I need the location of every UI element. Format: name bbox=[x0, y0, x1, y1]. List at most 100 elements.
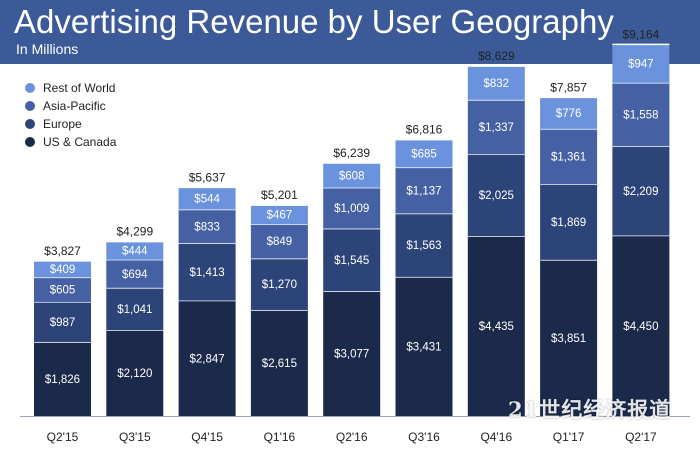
segment-label-2-5: $1,137 bbox=[406, 185, 441, 197]
total-label-1: $4,299 bbox=[116, 225, 153, 239]
bar-segment-europe-1 bbox=[106, 287, 164, 331]
segment-label-2-2: $833 bbox=[194, 221, 220, 233]
segment-label-0-1: $2,120 bbox=[117, 368, 152, 380]
x-tick-label-4: Q2'16 bbox=[336, 430, 368, 444]
legend-marker-europe bbox=[25, 119, 35, 129]
bar-segment-asia-pacific-4 bbox=[323, 187, 381, 229]
bar-segment-asia-pacific-0 bbox=[34, 277, 91, 302]
total-label-3: $5,201 bbox=[261, 188, 298, 202]
bar-segment-asia-pacific-3 bbox=[250, 224, 308, 259]
legend-label-asia-pacific: Asia-Pacific bbox=[43, 99, 106, 113]
segment-label-1-1: $1,041 bbox=[117, 304, 152, 316]
bar-segment-rest-of-world-0 bbox=[34, 260, 91, 278]
segment-label-3-1: $444 bbox=[122, 246, 148, 258]
segment-label-0-8: $4,450 bbox=[623, 321, 658, 333]
segment-label-3-6: $832 bbox=[484, 78, 510, 90]
segment-label-3-4: $608 bbox=[339, 170, 365, 182]
segment-label-1-3: $1,270 bbox=[262, 279, 297, 291]
legend-marker-asia-pacific bbox=[25, 101, 35, 111]
x-tick-label-7: Q1'17 bbox=[553, 430, 585, 444]
segment-label-1-0: $987 bbox=[50, 317, 76, 329]
segment-label-3-3: $467 bbox=[267, 210, 293, 222]
x-tick-label-2: Q4'15 bbox=[191, 430, 223, 444]
bar-segment-europe-3 bbox=[250, 258, 308, 310]
segment-label-3-2: $544 bbox=[194, 193, 220, 205]
segment-label-2-8: $1,558 bbox=[623, 109, 658, 121]
total-label-0: $3,827 bbox=[44, 244, 81, 258]
bar-segment-us-canada-6 bbox=[467, 236, 525, 416]
legend-marker-rest-of-world bbox=[25, 83, 35, 93]
bar-segment-us-canada-2 bbox=[178, 300, 236, 416]
segment-label-3-7: $776 bbox=[556, 108, 582, 120]
bar-segment-us-canada-7 bbox=[540, 259, 598, 416]
x-tick-label-5: Q3'16 bbox=[408, 430, 440, 444]
x-tick-label-6: Q4'16 bbox=[480, 430, 512, 444]
x-tick-label-0: Q2'15 bbox=[47, 430, 79, 444]
segment-label-1-6: $2,025 bbox=[479, 190, 514, 202]
segment-label-3-8: $947 bbox=[628, 59, 654, 71]
bar-segment-rest-of-world-7 bbox=[540, 97, 598, 129]
bar-segment-us-canada-0 bbox=[34, 341, 91, 416]
x-tick-label-1: Q3'15 bbox=[119, 430, 151, 444]
bar-segment-asia-pacific-7 bbox=[540, 128, 598, 185]
bar-segment-rest-of-world-2 bbox=[178, 187, 236, 210]
x-tick-label-3: Q1'16 bbox=[264, 430, 296, 444]
segment-label-3-5: $685 bbox=[411, 148, 437, 160]
segment-label-2-6: $1,337 bbox=[479, 122, 514, 134]
bar-segment-rest-of-world-1 bbox=[106, 241, 164, 260]
bar-segment-us-canada-4 bbox=[323, 291, 381, 416]
segment-label-2-4: $1,009 bbox=[334, 203, 369, 215]
segment-label-2-3: $849 bbox=[267, 236, 293, 248]
total-label-2: $5,637 bbox=[189, 170, 226, 184]
total-label-7: $7,857 bbox=[550, 80, 587, 94]
legend-marker-us-canada bbox=[25, 137, 35, 147]
bar-segment-us-canada-1 bbox=[106, 330, 164, 416]
segment-label-0-5: $3,431 bbox=[406, 341, 441, 353]
bar-segment-us-canada-8 bbox=[612, 235, 670, 416]
total-label-4: $6,239 bbox=[333, 146, 370, 160]
total-label-6: $8,629 bbox=[478, 49, 515, 63]
segment-label-1-4: $1,545 bbox=[334, 255, 369, 267]
segment-label-0-4: $3,077 bbox=[334, 349, 369, 361]
segment-label-0-7: $3,851 bbox=[551, 333, 586, 345]
segment-label-0-0: $1,826 bbox=[45, 374, 80, 386]
segment-label-3-0: $409 bbox=[50, 264, 76, 276]
bar-segment-asia-pacific-8 bbox=[612, 82, 670, 146]
bar-segment-rest-of-world-4 bbox=[323, 163, 381, 188]
legend-label-europe: Europe bbox=[43, 117, 82, 131]
bar-segment-europe-5 bbox=[395, 213, 453, 277]
bar-segment-europe-6 bbox=[467, 154, 525, 237]
bar-segment-rest-of-world-8 bbox=[612, 44, 670, 83]
legend-label-us-canada: US & Canada bbox=[43, 135, 117, 149]
bar-segment-asia-pacific-5 bbox=[395, 167, 453, 214]
bar-segment-rest-of-world-3 bbox=[250, 205, 308, 225]
segment-label-2-7: $1,361 bbox=[551, 151, 586, 163]
bar-segment-europe-4 bbox=[323, 228, 381, 292]
segment-label-1-2: $1,413 bbox=[190, 267, 225, 279]
segment-label-0-6: $4,435 bbox=[479, 321, 514, 333]
bar-segment-us-canada-3 bbox=[250, 309, 308, 416]
bar-segment-rest-of-world-5 bbox=[395, 139, 453, 168]
publisher-watermark: 21世纪经济报道 bbox=[508, 397, 672, 422]
bar-segment-europe-2 bbox=[178, 243, 236, 301]
bar-segment-asia-pacific-1 bbox=[106, 259, 164, 288]
segment-label-1-7: $1,869 bbox=[551, 217, 586, 229]
title-banner: Advertising Revenue by User Geography In… bbox=[0, 0, 700, 64]
legend-label-rest-of-world: Rest of World bbox=[43, 81, 115, 95]
bar-segment-asia-pacific-2 bbox=[178, 209, 236, 244]
bar-segment-us-canada-5 bbox=[395, 276, 453, 416]
bar-segment-asia-pacific-6 bbox=[467, 99, 525, 155]
total-label-8: $9,164 bbox=[623, 27, 660, 41]
segment-label-0-3: $2,615 bbox=[262, 358, 297, 370]
chart-subtitle: In Millions bbox=[16, 41, 79, 57]
segment-label-1-8: $2,209 bbox=[623, 186, 658, 198]
bar-segment-rest-of-world-6 bbox=[467, 66, 525, 100]
bar-segment-europe-7 bbox=[540, 184, 598, 260]
segment-label-2-0: $605 bbox=[50, 285, 76, 297]
total-label-5: $6,816 bbox=[406, 123, 443, 137]
x-tick-label-8: Q2'17 bbox=[625, 430, 657, 444]
bar-segment-europe-8 bbox=[612, 145, 670, 236]
segment-label-2-1: $694 bbox=[122, 269, 148, 281]
chart-title: Advertising Revenue by User Geography bbox=[14, 3, 614, 40]
